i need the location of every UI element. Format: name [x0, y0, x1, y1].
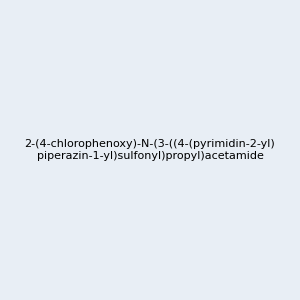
Text: 2-(4-chlorophenoxy)-N-(3-((4-(pyrimidin-2-yl)
piperazin-1-yl)sulfonyl)propyl)ace: 2-(4-chlorophenoxy)-N-(3-((4-(pyrimidin-…	[25, 139, 275, 161]
